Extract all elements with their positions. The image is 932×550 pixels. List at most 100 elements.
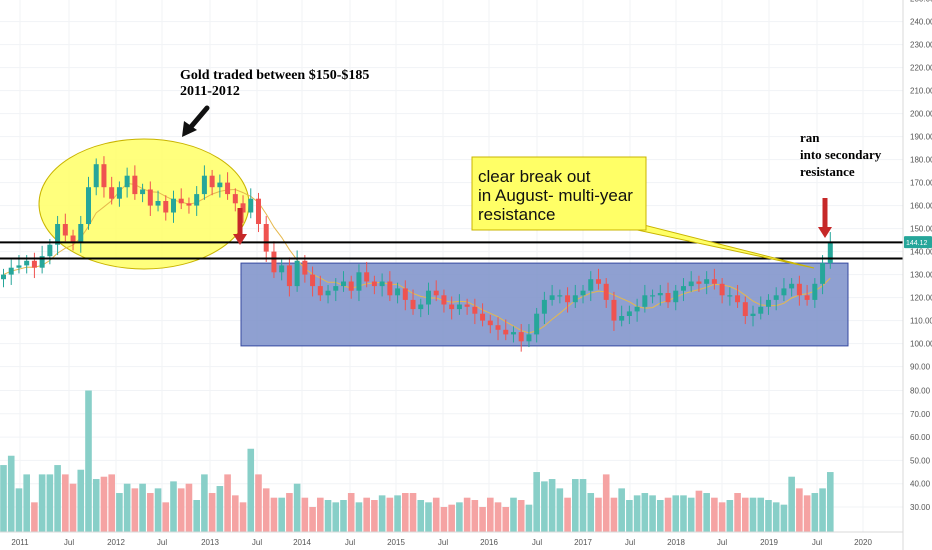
volume-bar: [664, 497, 672, 532]
candle-body: [557, 295, 563, 297]
time-tick-label: Jul: [64, 538, 74, 547]
candle-body: [402, 288, 408, 300]
candle-body: [395, 288, 401, 296]
volume-bar: [533, 472, 540, 532]
candle-body: [240, 203, 246, 213]
candle-body: [495, 325, 501, 330]
volume-bar: [324, 500, 332, 532]
candle-body: [116, 187, 122, 199]
candle-body: [85, 187, 91, 224]
volume-bar: [409, 493, 417, 532]
volume-bar: [425, 502, 432, 532]
candle-body: [510, 332, 516, 335]
volume-bar: [286, 493, 293, 532]
time-tick-label: Jul: [438, 538, 448, 547]
time-tick-label: Jul: [157, 538, 167, 547]
candle-body: [750, 313, 756, 316]
time-tick-label: 2013: [201, 538, 219, 547]
volume-bar: [139, 483, 146, 532]
candle-body: [541, 299, 547, 314]
volume-bar: [587, 493, 595, 532]
candle-body: [626, 311, 632, 316]
candle-body: [170, 198, 176, 213]
price-tick-label: 100.00: [910, 340, 932, 349]
candle-body: [480, 313, 486, 321]
volume-bar: [123, 483, 131, 532]
price-tick-label: 40.00: [910, 480, 931, 489]
volume-bar: [62, 474, 69, 532]
price-tick-label: 60.00: [910, 433, 931, 442]
candle-body: [286, 265, 292, 287]
candle-body: [680, 286, 686, 291]
candle-body: [765, 299, 771, 307]
volume-bar: [255, 474, 262, 532]
volume-bar: [602, 474, 610, 532]
candle-body: [132, 175, 138, 195]
volume-bar: [309, 507, 316, 532]
candle-body: [657, 293, 663, 296]
volume-bar: [232, 495, 239, 532]
volume-bar: [131, 488, 139, 532]
volume-bar: [317, 497, 324, 532]
volume-bar: [355, 502, 363, 532]
candle-body: [673, 290, 679, 303]
candle-body: [503, 329, 509, 335]
volume-bar: [208, 493, 216, 532]
time-tick-label: 2019: [760, 538, 778, 547]
candle-body: [93, 164, 99, 188]
price-badge-label: 144.12: [906, 240, 928, 247]
candle-body: [619, 316, 625, 321]
price-tick-label: 200.00: [910, 110, 932, 119]
volume-bar: [0, 465, 7, 532]
candle-body: [78, 224, 84, 243]
time-tick-label: Jul: [812, 538, 822, 547]
arrow-down-left-icon: [182, 105, 210, 137]
candle-body: [711, 279, 717, 284]
volume-bar: [54, 465, 61, 532]
candle-body: [302, 260, 308, 275]
volume-bar: [332, 502, 340, 532]
candle-body: [317, 286, 323, 296]
candle-body: [124, 175, 130, 188]
candle-body: [263, 224, 269, 252]
candle-body: [820, 263, 826, 284]
volume-bar: [92, 479, 100, 532]
volume-bar: [386, 497, 394, 532]
volume-bar: [201, 474, 208, 532]
volume-bar: [749, 497, 757, 532]
volume-bar: [479, 507, 486, 532]
volume-bar: [819, 488, 826, 532]
volume-bar: [38, 474, 46, 532]
volume-bar: [796, 488, 803, 532]
price-tick-label: 90.00: [910, 363, 931, 372]
volume-bar: [811, 493, 819, 532]
volume-bar: [618, 488, 625, 532]
candle-body: [742, 302, 748, 316]
candle-body: [379, 281, 385, 287]
price-tick-label: 170.00: [910, 179, 932, 188]
callout-line-1: clear break out: [478, 167, 591, 186]
highlight-ellipse: [38, 138, 250, 270]
volume-bar: [571, 479, 579, 532]
volume-bar: [494, 502, 502, 532]
price-badge-bg: [904, 236, 932, 249]
volume-bar: [726, 500, 734, 532]
time-tick-label: 2017: [574, 538, 592, 547]
candle-body: [696, 281, 702, 284]
candle-body: [194, 194, 200, 206]
volume-bar: [147, 493, 154, 532]
volume-bar: [15, 488, 23, 532]
candle-body: [719, 283, 725, 296]
volume-bar: [772, 502, 780, 532]
volume-bar: [69, 483, 77, 532]
ran-annotation-line-2: into secondary: [800, 147, 882, 162]
candle-body: [534, 313, 540, 335]
price-tick-label: 180.00: [910, 156, 932, 165]
candle-body: [789, 283, 795, 289]
volume-bar: [672, 495, 680, 532]
volume-bar: [803, 495, 811, 532]
volume-bar: [46, 474, 54, 532]
volume-bar: [718, 502, 726, 532]
candle-body: [217, 182, 223, 188]
